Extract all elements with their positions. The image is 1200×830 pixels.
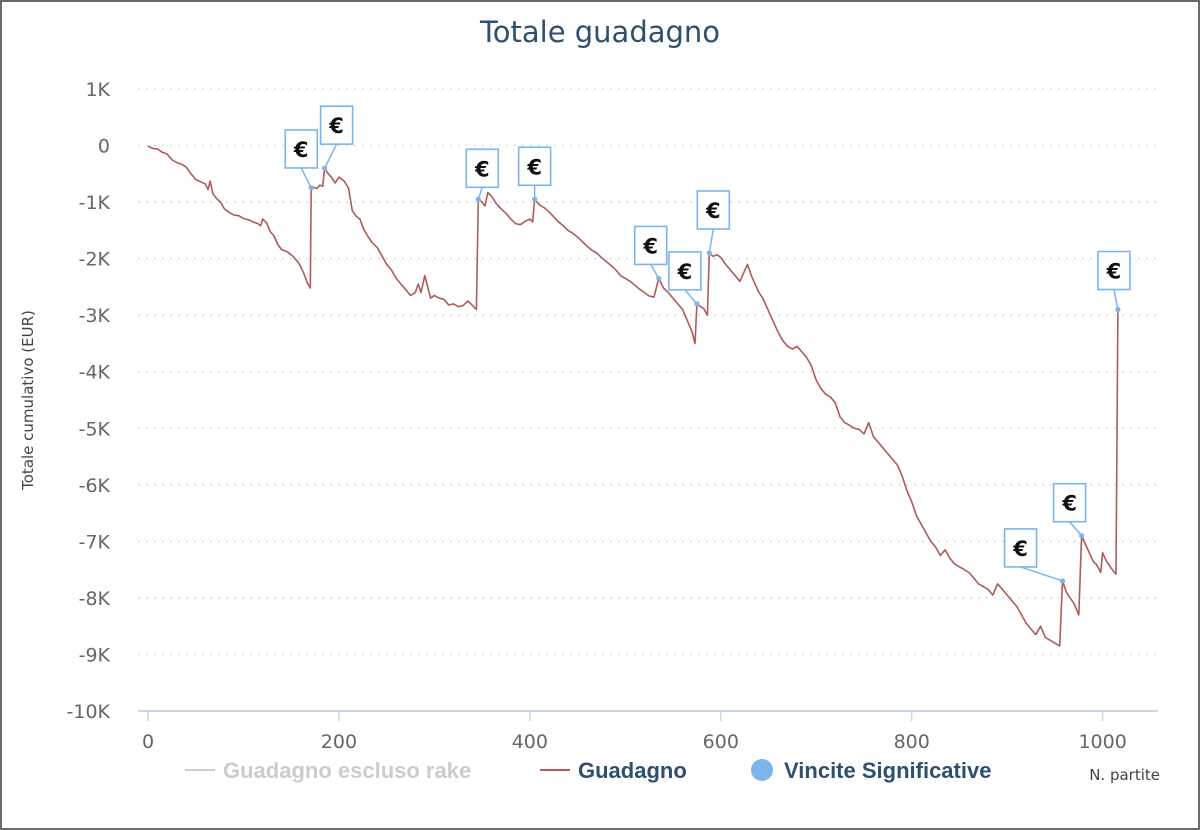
legend-label: Guadagno escluso rake (223, 758, 471, 783)
y-tick-label: -8K (79, 588, 111, 610)
x-tick-label: 600 (703, 731, 739, 753)
series-line-guadagno (147, 145, 1119, 647)
y-tick-label: 1K (85, 79, 110, 101)
legend: Guadagno escluso rake Guadagno Vincite Sig… (185, 758, 991, 783)
flag-connector (323, 143, 338, 169)
flag-point (532, 196, 538, 202)
y-tick-label: -9K (79, 644, 111, 666)
legend-item-vincite-significative[interactable]: Vincite Significative (751, 758, 991, 783)
flag-point (1079, 533, 1085, 539)
flag-point (694, 301, 700, 307)
y-tick-label: -5K (79, 418, 111, 440)
significant-win-flag[interactable]: € (319, 105, 354, 171)
x-tick-label: 200 (321, 731, 357, 753)
flag-point (475, 196, 481, 202)
significant-win-flag[interactable]: € (465, 148, 500, 202)
x-tick-label: 400 (512, 731, 548, 753)
y-tick-label: -6K (79, 475, 111, 497)
x-tick-label: 800 (894, 731, 930, 753)
y-tick-label: -3K (79, 305, 111, 327)
flag-box[interactable] (284, 129, 319, 169)
legend-item-guadagno[interactable]: Guadagno (540, 758, 687, 783)
significant-win-flag[interactable]: € (696, 190, 731, 256)
legend-circle-icon (751, 759, 773, 781)
grid-layer (138, 88, 1158, 656)
series-layer (147, 145, 1119, 647)
significant-win-flag[interactable]: € (1003, 528, 1066, 584)
y-tick-label: -4K (79, 362, 111, 384)
flag-box[interactable] (668, 251, 702, 291)
y-tick-label: -7K (79, 531, 111, 553)
flag-point (706, 250, 712, 256)
flag-point (322, 165, 328, 171)
legend-item-guadagno-escluso-rake[interactable]: Guadagno escluso rake (185, 758, 471, 783)
flag-point (1059, 578, 1066, 584)
significant-win-flag[interactable]: € (1097, 250, 1131, 313)
flag-box[interactable] (465, 148, 500, 189)
euro-icon: € (1061, 492, 1077, 516)
legend-label: Vincite Significative (784, 758, 991, 783)
y-tick-label: -2K (79, 249, 111, 271)
significant-win-flag[interactable]: € (517, 146, 552, 202)
euro-icon: € (293, 138, 309, 162)
euro-icon: € (677, 260, 693, 284)
flag-layer: € € € € € € € € € € (284, 105, 1131, 584)
flag-connector (708, 228, 715, 254)
significant-win-flag[interactable]: € (668, 251, 702, 307)
x-axis-label: N. partite (1089, 766, 1160, 784)
flag-box[interactable] (319, 105, 354, 145)
flag-connector (1113, 289, 1119, 310)
flag-connector (1069, 521, 1083, 537)
flag-point (656, 275, 662, 282)
flag-box[interactable] (1097, 250, 1131, 291)
flag-box[interactable] (517, 146, 552, 187)
euro-icon: € (1012, 537, 1028, 561)
flag-box[interactable] (696, 190, 731, 230)
flag-box[interactable] (1003, 528, 1038, 568)
euro-icon: € (526, 155, 542, 179)
y-tick-label: -10K (67, 701, 111, 723)
flag-box[interactable] (1052, 482, 1087, 523)
flag-connector (300, 167, 312, 189)
y-tick-label: -1K (79, 192, 111, 214)
euro-icon: € (1106, 260, 1122, 284)
y-axis-label: Totale cumulativo (EUR) (19, 310, 37, 491)
significant-win-flag[interactable]: € (633, 225, 668, 282)
axis-layer: 1K 0 -1K -2K -3K -4K -5K -6K -7K -8K -9K -10K 0 200 40… (67, 79, 1158, 753)
flag-connector (1020, 566, 1063, 582)
flag-point (1115, 306, 1121, 313)
significant-win-flag[interactable]: € (284, 129, 319, 191)
x-tick-label: 1000 (1078, 731, 1126, 753)
euro-icon: € (474, 157, 490, 181)
euro-icon: € (705, 199, 721, 223)
flag-point (308, 185, 314, 191)
significant-win-flag[interactable]: € (1052, 482, 1087, 539)
flag-box[interactable] (633, 225, 668, 266)
euro-icon: € (642, 234, 658, 258)
chart-title: Totale guadagno (479, 15, 720, 49)
flag-connector (684, 289, 698, 305)
x-tick-label: 0 (142, 731, 154, 753)
euro-icon: € (328, 114, 344, 138)
legend-label: Guadagno (578, 758, 687, 783)
y-tick-label: 0 (98, 136, 110, 158)
flag-connector (650, 264, 660, 279)
